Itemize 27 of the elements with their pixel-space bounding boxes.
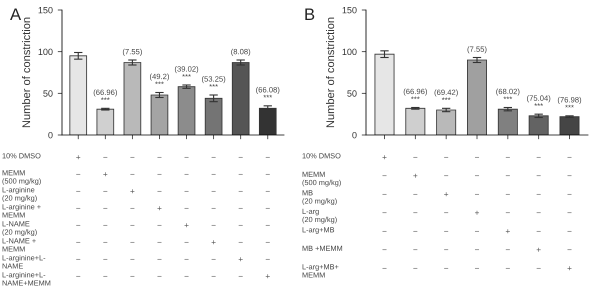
y-tick-label: 0	[352, 132, 357, 138]
y-tick-label: 100	[38, 48, 53, 56]
y-axis-title: Number of constriction	[326, 18, 334, 128]
y-tick-label: 50	[347, 90, 357, 97]
text: − − − − − − − +	[76, 274, 270, 278]
text: − − − − − − + −	[76, 257, 270, 262]
y-tick-label: 0	[48, 132, 53, 138]
text: − + − − − − − −	[76, 172, 270, 176]
y-tick-label: 150	[342, 6, 357, 14]
chart-title: A	[10, 8, 22, 20]
text: − − − − + − −	[382, 229, 572, 234]
text: − + − − − − −	[382, 174, 572, 178]
y-tick-label: 50	[43, 90, 53, 97]
y-tick-label: 150	[38, 6, 53, 14]
y-tick-label: 100	[342, 48, 357, 56]
text: − − + − − − − −	[76, 189, 270, 194]
text: + − − − − − −	[382, 155, 572, 160]
text: − − + − − − −	[382, 192, 572, 196]
text: + − − − − − − −	[76, 155, 270, 160]
text: − − − + − − −	[382, 210, 572, 215]
text: − − − + − − − −	[76, 206, 270, 210]
text: − − − − − + −	[382, 248, 572, 252]
text: − − − − − + − −	[76, 240, 270, 244]
y-axis-title: Number of constriction	[22, 18, 30, 128]
chart-title: B	[305, 8, 314, 20]
text: − − − − − − +	[382, 266, 572, 270]
text: − − − − + − − −	[76, 223, 270, 228]
